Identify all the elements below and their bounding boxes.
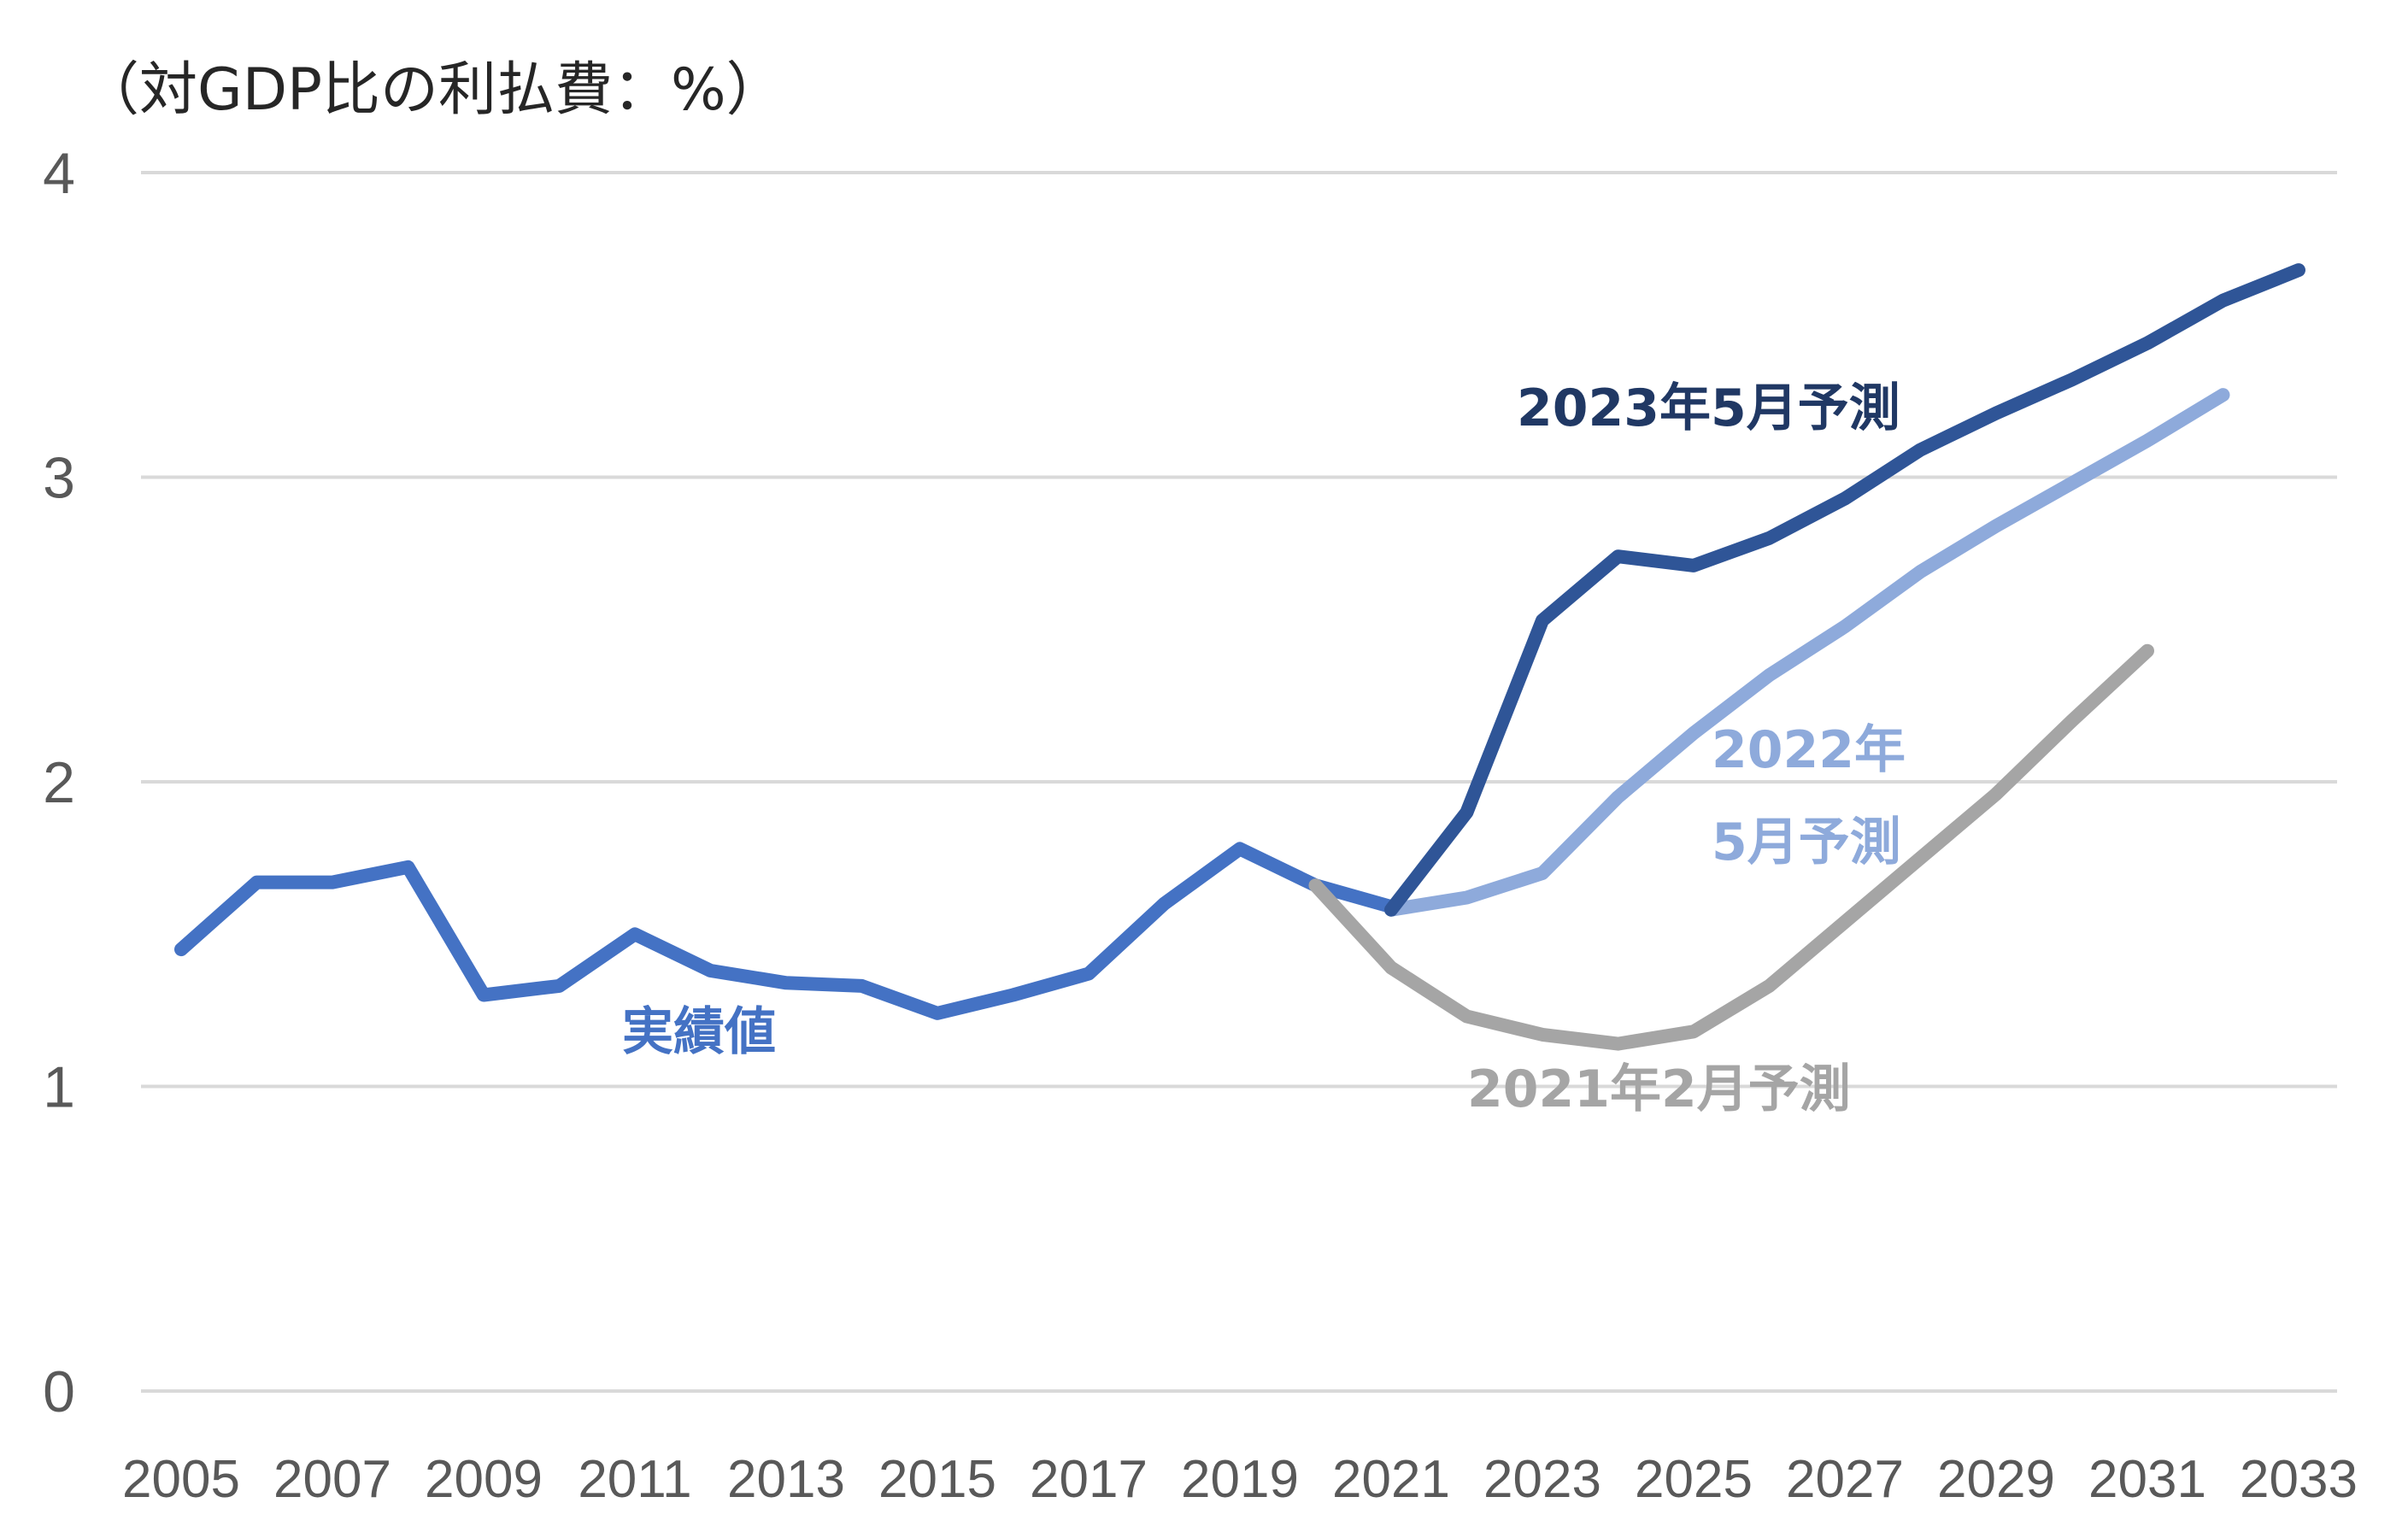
y-tick-labels: 0 1 2 3 4 xyxy=(43,141,75,1424)
y-tick-label: 2 xyxy=(43,750,75,815)
x-tick-label: 2021 xyxy=(1332,1450,1450,1509)
series-annotation: 実績値 xyxy=(622,1002,776,1062)
y-tick-label: 3 xyxy=(43,446,75,511)
series-line-3 xyxy=(1384,263,2305,917)
x-tick-label: 2017 xyxy=(1030,1450,1148,1509)
series-annotations: 2023年5月予測 2022年 5月予測 2021年2月予測 実績値 xyxy=(622,379,1906,1119)
x-tick-label: 2023 xyxy=(1483,1450,1601,1509)
y-tick-label: 4 xyxy=(43,141,75,206)
x-tick-label: 2031 xyxy=(2088,1450,2206,1509)
x-tick-label: 2019 xyxy=(1181,1450,1299,1509)
y-tick-label: 0 xyxy=(43,1359,75,1424)
gridlines xyxy=(141,171,2337,1393)
series-annotation: 2022年 xyxy=(1712,720,1906,780)
x-tick-label: 2009 xyxy=(425,1450,543,1509)
y-tick-label: 1 xyxy=(43,1055,75,1120)
series-annotation: 5月予測 xyxy=(1712,813,1901,872)
x-tick-label: 2007 xyxy=(273,1450,391,1509)
series-line-2 xyxy=(1384,388,2230,917)
series-annotation: 2021年2月予測 xyxy=(1467,1060,1851,1119)
series-line-1 xyxy=(1308,643,2154,1051)
y-axis-label: （対GDP比の利払費：%） xyxy=(81,56,784,124)
x-tick-label: 2029 xyxy=(1937,1450,2055,1509)
x-tick-label: 2015 xyxy=(878,1450,996,1509)
x-tick-label: 2011 xyxy=(578,1450,691,1509)
x-tick-label: 2027 xyxy=(1786,1450,1904,1509)
series-line-0 xyxy=(174,842,1398,1020)
series-annotation: 2023年5月予測 xyxy=(1517,379,1900,438)
series-lines xyxy=(174,263,2305,1051)
x-tick-label: 2013 xyxy=(727,1450,845,1509)
x-tick-label: 2033 xyxy=(2240,1450,2358,1509)
x-tick-label: 2005 xyxy=(122,1450,240,1509)
x-tick-label: 2025 xyxy=(1635,1450,1753,1509)
x-tick-labels: 2005 2007 2009 2011 2013 2015 2017 2019 2021 2023… xyxy=(122,1450,2358,1509)
